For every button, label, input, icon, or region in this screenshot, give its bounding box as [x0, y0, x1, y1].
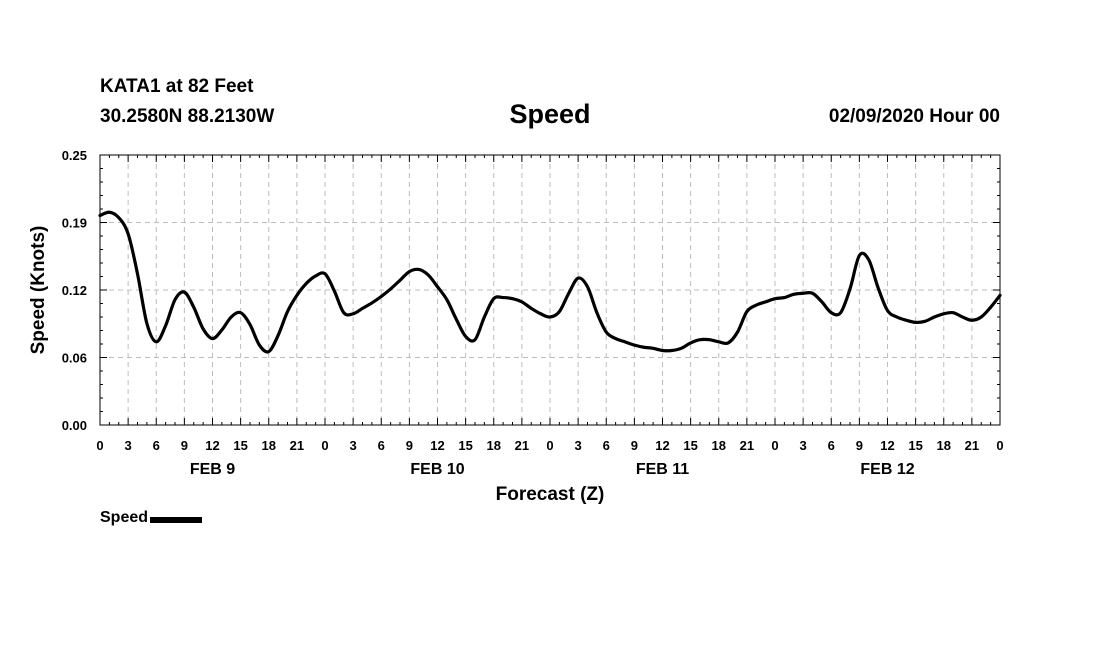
x-tick-label: 0 [996, 438, 1003, 453]
y-axis-label: Speed (Knots) [28, 226, 49, 355]
x-tick-label: 21 [740, 438, 754, 453]
plot-frame [99, 154, 1001, 426]
day-label: FEB 11 [636, 461, 689, 478]
x-tick-label: 3 [575, 438, 582, 453]
x-tick-label: 3 [125, 438, 132, 453]
x-tick-label: 6 [153, 438, 160, 453]
speed-series-line [98, 210, 1002, 354]
day-label: FEB 10 [410, 461, 464, 478]
x-tick-label: 3 [350, 438, 357, 453]
x-tick-label: 15 [458, 438, 472, 453]
x-tick-label: 9 [181, 438, 188, 453]
x-tick-label: 18 [487, 438, 501, 453]
x-tick-label: 0 [771, 438, 778, 453]
day-label: FEB 9 [190, 461, 235, 478]
x-tick-label: 3 [800, 438, 807, 453]
station-name: KATA1 at 82 Feet [100, 76, 254, 97]
day-label: FEB 12 [860, 461, 914, 478]
x-tick-label: 12 [655, 438, 669, 453]
x-tick-label: 0 [96, 438, 103, 453]
legend-swatch [150, 517, 203, 523]
x-tick-label: 9 [631, 438, 638, 453]
x-tick-label: 18 [712, 438, 726, 453]
y-tick-label: 0.19 [62, 216, 87, 231]
x-tick-label: 15 [233, 438, 247, 453]
x-tick-label: 0 [546, 438, 553, 453]
y-tick-labels: 0.00 0.06 0.12 0.19 0.25 [62, 148, 87, 433]
x-tick-label: 12 [880, 438, 894, 453]
x-tick-label: 21 [515, 438, 529, 453]
legend: Speed [100, 509, 203, 527]
x-tick-label: 15 [683, 438, 697, 453]
x-tick-label: 12 [205, 438, 219, 453]
x-tick-label: 6 [378, 438, 385, 453]
x-tick-label: 21 [290, 438, 304, 453]
x-tick-label: 6 [603, 438, 610, 453]
x-tick-label: 12 [430, 438, 444, 453]
x-tick-label: 18 [262, 438, 276, 453]
x-tick-label: 6 [828, 438, 835, 453]
y-tick-label: 0.25 [62, 148, 87, 163]
grid-lines [100, 155, 1000, 425]
chart-title: Speed [509, 99, 591, 129]
x-tick-label: 9 [406, 438, 413, 453]
x-tick-label: 21 [965, 438, 979, 453]
forecast-run-time: 02/09/2020 Hour 00 [828, 106, 1000, 127]
y-tick-label: 0.12 [62, 283, 87, 298]
x-tick-label: 18 [937, 438, 951, 453]
x-axis-label: Forecast (Z) [496, 484, 605, 505]
day-labels: FEB 9 FEB 10 FEB 11 FEB 12 [190, 461, 915, 478]
x-tick-label: 15 [908, 438, 922, 453]
x-tick-labels: 0 3 6 9 12 15 18 21 0 3 6 9 12 15 18 21 0 3 6 9 12 15 18 21 0 3 6 9… [96, 438, 1003, 453]
y-tick-label: 0.06 [62, 351, 87, 366]
x-tick-label: 0 [321, 438, 328, 453]
y-tick-label: 0.00 [62, 418, 87, 433]
legend-label: Speed [100, 509, 149, 526]
station-coordinates: 30.2580N 88.2130W [100, 106, 275, 127]
x-tick-label: 9 [856, 438, 863, 453]
